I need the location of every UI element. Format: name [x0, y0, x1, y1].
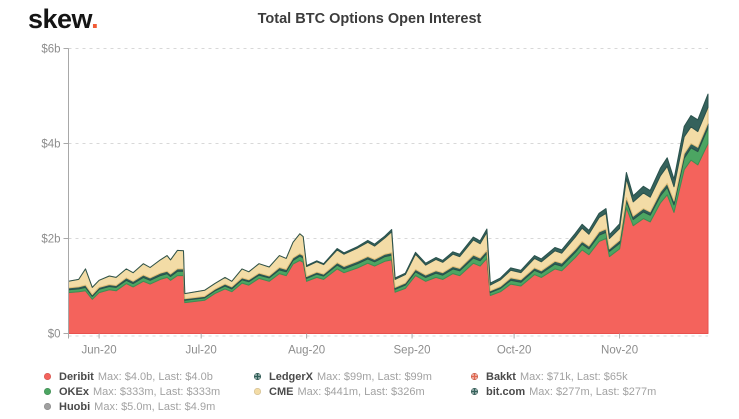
legend-item-okex[interactable]: OKEx Max: $333m, Last: $333m [44, 384, 220, 399]
area-bit-com[interactable] [68, 93, 709, 295]
skew-logo: skew. [28, 4, 99, 35]
legend-series-stats: Max: $99m, Last: $99m [317, 370, 432, 383]
legend-series-stats: Max: $441m, Last: $326m [297, 385, 425, 398]
legend-series-name: bit.com [486, 385, 526, 398]
y-axis-label: $0 [48, 329, 61, 341]
legend-item-huobi[interactable]: Huobi Max: $5.0m, Last: $4.9m [44, 399, 220, 414]
legend-item-ledgerx[interactable]: LedgerX Max: $99m, Last: $99m [254, 369, 432, 384]
legend-dot-okex [44, 388, 51, 395]
x-axis-label: Jun-20 [82, 345, 117, 357]
legend-series-name: OKEx [59, 385, 89, 398]
x-axis-label: Nov-20 [601, 345, 638, 357]
legend-item-bakkt[interactable]: Bakkt Max: $71k, Last: $65k [471, 369, 656, 384]
y-axis-label: $2b [41, 234, 60, 246]
chart-title: Total BTC Options Open Interest [257, 11, 482, 27]
legend-series-name: Bakkt [486, 370, 516, 383]
legend-column-2: LedgerX Max: $99m, Last: $99m CME Max: $441… [254, 369, 432, 399]
legend-series-name: Huobi [59, 400, 91, 413]
legend-item-bit-com[interactable]: bit.com Max: $277m, Last: $277m [471, 384, 656, 399]
legend-dot-ledgerx [254, 373, 261, 380]
logo-dot: . [91, 4, 99, 34]
legend-series-stats: Max: $333m, Last: $333m [92, 385, 221, 398]
legend-series-stats: Max: $4.0b, Last: $4.0b [97, 370, 213, 383]
legend-column-1: Deribit Max: $4.0b, Last: $4.0b OKEx Max: $… [44, 369, 220, 414]
legend-item-deribit[interactable]: Deribit Max: $4.0b, Last: $4.0b [44, 369, 220, 384]
x-axis-label: Oct-20 [497, 345, 532, 357]
y-axis-label: $6b [41, 44, 60, 56]
legend-dot-cme [254, 388, 261, 395]
y-axis-label: $4b [41, 139, 60, 151]
plot-areas[interactable] [68, 93, 709, 334]
legend-dot-bit-com [471, 388, 478, 395]
logo-text: skew [28, 4, 92, 34]
axes: $0 $2b $4b $6b Jun-20 Jul-20 Aug-20 Sep-20 Oct-2… [41, 44, 638, 357]
legend-series-stats: Max: $71k, Last: $65k [519, 370, 628, 383]
legend-dot-bakkt [471, 373, 478, 380]
legend-item-cme[interactable]: CME Max: $441m, Last: $326m [254, 384, 432, 399]
btc-options-open-interest-chart[interactable]: $0 $2b $4b $6b Jun-20 Jul-20 Aug-20 Sep-20 Oct-2… [0, 0, 739, 364]
legend-series-name: CME [269, 385, 294, 398]
legend-dot-huobi [44, 403, 51, 410]
x-axis-label: Jul-20 [185, 345, 216, 357]
legend-series-stats: Max: $5.0m, Last: $4.9m [94, 400, 216, 413]
x-axis-label: Aug-20 [288, 345, 325, 357]
legend-dot-deribit [44, 373, 51, 380]
legend-series-name: Deribit [59, 370, 94, 383]
x-axis-label: Sep-20 [394, 345, 431, 357]
legend-series-stats: Max: $277m, Last: $277m [529, 385, 657, 398]
legend-column-3: Bakkt Max: $71k, Last: $65k bit.com Max: $2… [471, 369, 656, 399]
legend-series-name: LedgerX [269, 370, 314, 383]
